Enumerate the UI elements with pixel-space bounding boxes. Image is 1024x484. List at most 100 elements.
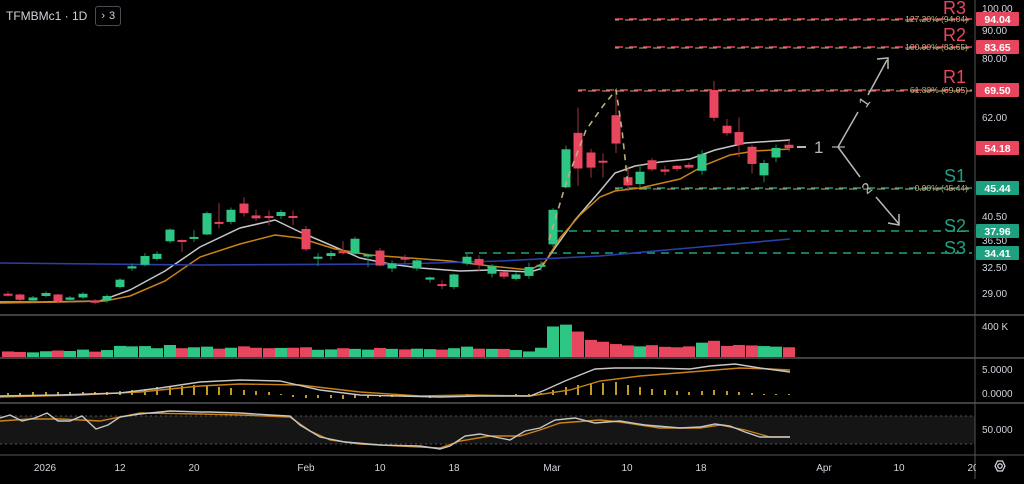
macd-histogram-bar bbox=[590, 384, 592, 395]
candle bbox=[65, 296, 75, 302]
candle bbox=[611, 90, 621, 153]
price-tick-label: 80.00 bbox=[982, 54, 1007, 65]
moving-average-line bbox=[0, 148, 791, 304]
macd-histogram-bar bbox=[639, 387, 641, 395]
macd-histogram-bar bbox=[280, 394, 282, 395]
macd-histogram-bar bbox=[230, 388, 232, 395]
moving-averages bbox=[0, 139, 791, 304]
candle bbox=[152, 251, 162, 261]
price-tick-label: 100.00 bbox=[982, 4, 1013, 15]
candle bbox=[635, 165, 645, 188]
scenario-up-path bbox=[867, 59, 888, 96]
volume-bar bbox=[597, 341, 609, 357]
volume-bar bbox=[436, 349, 448, 357]
support-resistance-levels: 127.20% (94.04)R3 100.00% (83.65)R2 61.80%… bbox=[465, 0, 972, 258]
candle bbox=[499, 271, 509, 279]
price-axis[interactable]: 100.00 90.00 80.00 62.00 40.50 36.50 32.50 29.0… bbox=[976, 4, 1019, 300]
candle bbox=[524, 262, 534, 279]
candle bbox=[709, 80, 719, 122]
macd-histogram-bar bbox=[664, 390, 666, 395]
candle bbox=[586, 148, 596, 178]
macd-histogram-bar bbox=[367, 395, 369, 398]
rsi-line bbox=[0, 410, 790, 450]
price-tick-label: 62.00 bbox=[982, 113, 1007, 124]
price-badge-label: 94.04 bbox=[984, 14, 1010, 26]
chevron-right-icon: › bbox=[101, 10, 106, 22]
volume-bar bbox=[486, 348, 498, 357]
rsi-pane bbox=[0, 410, 790, 450]
macd-histogram-bar bbox=[268, 392, 270, 395]
indicators-toggle-button[interactable]: › 3 bbox=[95, 6, 122, 26]
macd-axis-label-high: 5.0000 bbox=[982, 365, 1013, 376]
volume-axis-label: 400 K bbox=[982, 322, 1008, 333]
candle bbox=[326, 250, 336, 260]
volume-bar bbox=[250, 347, 262, 357]
symbol-interval-label[interactable]: TFMBMc1 · 1D bbox=[6, 9, 88, 23]
time-tick-label: 10 bbox=[621, 463, 633, 474]
candle bbox=[387, 260, 397, 273]
volume-bar bbox=[671, 347, 683, 357]
candle bbox=[759, 159, 769, 183]
macd-histogram-bar bbox=[206, 386, 208, 395]
chart-settings-button[interactable] bbox=[988, 456, 1012, 476]
time-tick-label: Mar bbox=[543, 463, 561, 474]
candle bbox=[115, 278, 125, 289]
volume-bar bbox=[349, 348, 361, 357]
candle bbox=[102, 294, 112, 303]
macd-histogram-bar bbox=[577, 385, 579, 395]
volume-bar bbox=[275, 347, 287, 357]
candle bbox=[437, 280, 447, 290]
price-badge bbox=[976, 141, 1019, 155]
macd-histogram-bar bbox=[354, 395, 356, 398]
volume-bar bbox=[386, 348, 398, 357]
time-axis[interactable]: 2026 12 20 Feb 10 18 Mar 10 18 Apr 10 20 bbox=[34, 456, 1024, 479]
price-badge bbox=[976, 246, 1019, 260]
candle bbox=[474, 255, 484, 272]
level-label-r1: R1 bbox=[943, 67, 966, 87]
time-tick-label: 20 bbox=[188, 463, 200, 474]
candle bbox=[288, 210, 298, 226]
candle bbox=[400, 254, 410, 264]
time-tick-label: 20 bbox=[967, 463, 979, 474]
candle bbox=[239, 197, 249, 217]
volume-bar bbox=[201, 346, 213, 357]
chart-legend: TFMBMc1 · 1D › 3 bbox=[6, 6, 122, 26]
volume-bar bbox=[52, 350, 64, 357]
rsi-axis-label: 50.000 bbox=[982, 425, 1013, 436]
scenario-drawing[interactable] bbox=[548, 57, 900, 241]
macd-histogram-bar bbox=[292, 395, 294, 397]
macd-histogram-bar bbox=[676, 391, 678, 395]
volume-bar bbox=[498, 348, 510, 357]
macd-histogram-bar bbox=[688, 392, 690, 395]
volume-bar bbox=[696, 342, 708, 357]
price-badge-label: 34.41 bbox=[984, 248, 1010, 260]
volume-bar bbox=[610, 344, 622, 357]
wave-dashed-line bbox=[548, 88, 629, 241]
volume-bar bbox=[683, 346, 695, 357]
macd-histogram-bar bbox=[32, 392, 34, 395]
candle bbox=[338, 241, 348, 255]
volume-bar bbox=[721, 345, 733, 357]
candle bbox=[276, 209, 286, 219]
candle bbox=[264, 210, 274, 226]
macd-line bbox=[0, 363, 791, 398]
candle bbox=[214, 202, 224, 229]
macd-signal-line bbox=[0, 367, 791, 398]
price-badge-label: 37.96 bbox=[984, 226, 1010, 238]
candle bbox=[412, 258, 422, 271]
candle bbox=[672, 164, 682, 172]
volume-bar bbox=[114, 345, 126, 357]
volume-bar bbox=[362, 349, 374, 357]
candle bbox=[3, 291, 13, 297]
fib-label: 100.00% (83.65) bbox=[905, 42, 968, 52]
macd-histogram-bar bbox=[82, 392, 84, 395]
macd-histogram-bar bbox=[218, 387, 220, 395]
volume-bar bbox=[151, 348, 163, 357]
candle bbox=[41, 291, 51, 298]
macd-histogram-bar bbox=[255, 391, 257, 395]
macd-histogram-bar bbox=[627, 385, 629, 395]
candle bbox=[78, 292, 88, 299]
candle bbox=[598, 153, 608, 178]
